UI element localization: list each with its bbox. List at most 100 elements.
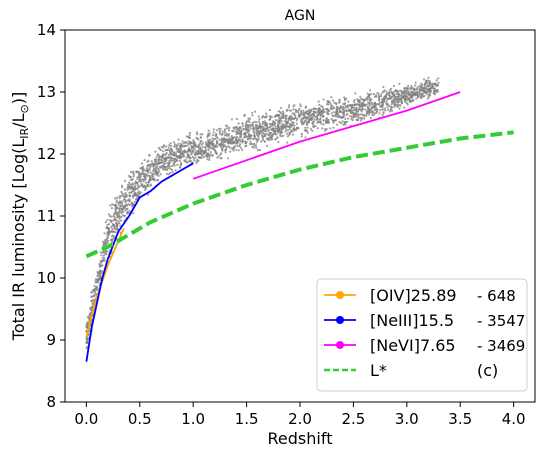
scatter-point — [258, 148, 261, 152]
scatter-point — [336, 123, 339, 126]
scatter-point — [265, 115, 268, 118]
scatter-point — [174, 152, 177, 155]
scatter-point — [297, 109, 300, 112]
scatter-point — [249, 123, 252, 127]
scatter-point — [343, 109, 347, 112]
scatter-point — [200, 140, 203, 143]
scatter-point — [94, 279, 97, 282]
scatter-point — [193, 148, 196, 151]
scatter-point — [390, 90, 393, 94]
scatter-point — [236, 145, 239, 148]
scatter-point — [412, 99, 415, 102]
scatter-point — [304, 126, 307, 129]
scatter-point — [403, 106, 406, 109]
scatter-point — [381, 98, 384, 101]
scatter-point — [118, 210, 121, 213]
scatter-point — [167, 173, 170, 176]
scatter-point — [207, 142, 210, 145]
scatter-point — [358, 113, 361, 116]
scatter-point — [151, 163, 154, 166]
scatter-point — [114, 231, 117, 234]
scatter-point — [241, 122, 244, 125]
scatter-point — [258, 118, 261, 121]
scatter-point — [426, 93, 429, 96]
scatter-point — [184, 141, 187, 144]
scatter-point — [255, 125, 258, 129]
scatter-point — [151, 176, 154, 179]
scatter-point — [314, 111, 317, 114]
scatter-point — [368, 104, 371, 107]
scatter-point — [169, 142, 172, 145]
scatter-point — [126, 183, 130, 186]
scatter-point — [434, 90, 437, 93]
scatter-point — [177, 150, 181, 154]
scatter-point — [358, 100, 361, 103]
scatter-point — [126, 189, 129, 192]
scatter-point — [344, 105, 348, 108]
scatter-point — [305, 123, 309, 127]
scatter-point — [90, 291, 93, 294]
scatter-point — [244, 142, 247, 145]
scatter-point — [411, 94, 414, 97]
y-tick-label: 8 — [46, 393, 56, 411]
scatter-point — [282, 112, 285, 115]
scatter-point — [308, 115, 311, 118]
scatter-point — [311, 121, 314, 125]
legend-marker-2 — [336, 341, 344, 349]
scatter-point — [88, 313, 91, 317]
scatter-point — [208, 145, 211, 148]
scatter-point — [160, 156, 164, 160]
scatter-point — [413, 88, 416, 91]
scatter-point — [354, 92, 357, 95]
scatter-point — [320, 105, 323, 108]
scatter-point — [293, 128, 296, 131]
scatter-point — [265, 144, 268, 147]
scatter-point — [265, 124, 268, 127]
scatter-point — [342, 111, 345, 114]
scatter-point — [147, 171, 150, 174]
scatter-point — [363, 117, 366, 120]
scatter-point — [424, 87, 427, 90]
scatter-point — [378, 103, 381, 106]
scatter-point — [157, 178, 160, 182]
y-axis-label-tail: /L — [9, 113, 28, 127]
scatter-point — [286, 141, 289, 144]
scatter-point — [332, 111, 336, 114]
scatter-point — [308, 118, 311, 121]
scatter-point — [263, 129, 266, 132]
scatter-point — [278, 119, 282, 122]
scatter-point — [249, 140, 252, 143]
scatter-point — [359, 104, 362, 107]
scatter-point — [166, 168, 169, 171]
scatter-point — [111, 219, 114, 222]
scatter-point — [319, 110, 322, 113]
scatter-point — [354, 108, 357, 111]
scatter-point — [139, 172, 142, 175]
scatter-point — [248, 129, 251, 132]
scatter-point — [326, 121, 330, 125]
scatter-point — [188, 131, 191, 135]
scatter-point — [371, 111, 374, 114]
scatter-point — [421, 83, 424, 86]
y-tick-label: 9 — [46, 331, 56, 349]
scatter-point — [255, 121, 258, 124]
scatter-point — [195, 161, 198, 164]
scatter-point — [175, 148, 178, 151]
scatter-point — [360, 110, 363, 113]
scatter-point — [348, 104, 351, 107]
scatter-point — [157, 161, 160, 164]
scatter-point — [124, 209, 127, 212]
scatter-point — [313, 118, 316, 121]
scatter-point — [381, 100, 384, 103]
scatter-point — [426, 97, 429, 100]
scatter-point — [174, 143, 177, 146]
scatter-point — [238, 130, 241, 133]
scatter-point — [435, 79, 438, 82]
scatter-point — [143, 176, 147, 179]
scatter-point — [377, 96, 381, 100]
scatter-point — [374, 106, 378, 109]
scatter-point — [269, 132, 272, 135]
scatter-point — [161, 160, 164, 163]
scatter-point — [199, 136, 202, 139]
